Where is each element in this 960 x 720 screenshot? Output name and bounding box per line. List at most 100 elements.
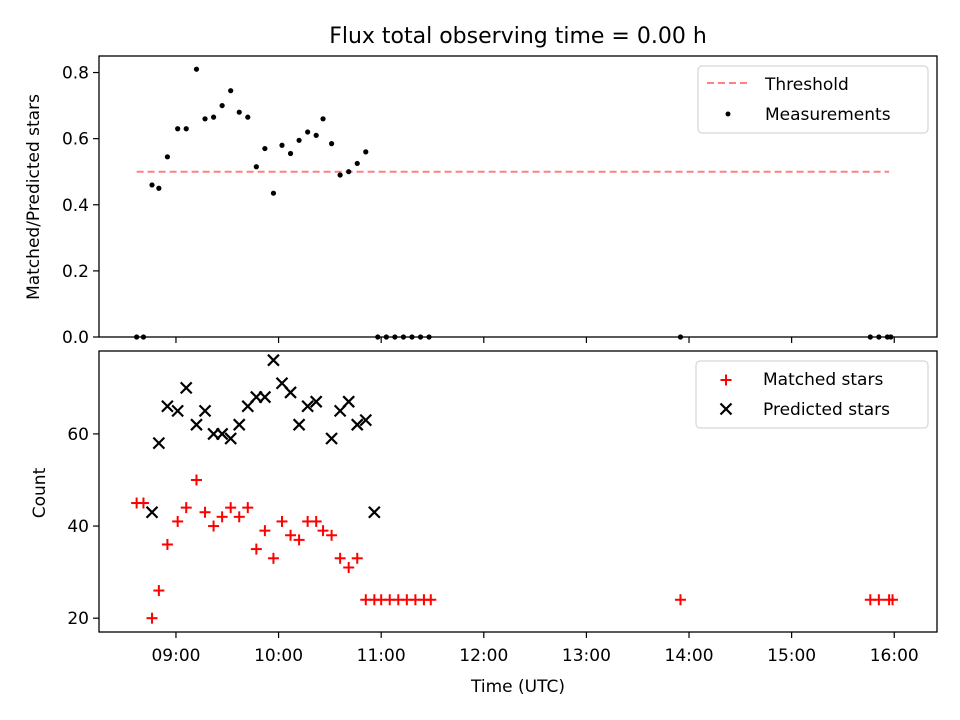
measurement-point: [210, 114, 217, 120]
measurement-point: [337, 172, 343, 178]
measurement-point: [253, 164, 259, 170]
matched-star-point: [225, 502, 237, 514]
count-points: [131, 353, 899, 624]
measurement-point: [164, 154, 171, 160]
bottom-y-tick-label: 60: [67, 425, 89, 445]
predicted-star-point: [342, 395, 355, 408]
predicted-star-point: [198, 404, 212, 418]
measurement-point: [156, 185, 162, 191]
bottom-y-tick-label: 40: [67, 517, 89, 537]
legend-matched-label: Matched stars: [763, 370, 883, 390]
matched-star-point: [199, 506, 211, 518]
matched-star-point: [674, 594, 686, 606]
measurement-point: [375, 334, 381, 340]
matched-star-point: [887, 594, 899, 606]
measurement-point: [363, 149, 369, 155]
predicted-star-point: [161, 400, 174, 413]
measurement-point: [296, 137, 302, 143]
x-axis-label: Time (UTC): [470, 677, 565, 697]
bottom-legend: Matched stars Predicted stars: [695, 360, 929, 429]
legend-measurements-label: Measurements: [765, 105, 891, 125]
top-x-axis: [175, 337, 895, 343]
predicted-star-point: [301, 400, 314, 413]
measurement-point: [876, 334, 882, 340]
measurement-point: [383, 334, 389, 340]
matched-star-point: [259, 525, 271, 537]
x-tick-label: 13:00: [562, 646, 611, 666]
bottom-y-axis-label: Count: [30, 467, 50, 518]
matched-star-point: [137, 497, 149, 509]
matched-star-point: [310, 515, 322, 527]
predicted-star-point: [258, 390, 272, 404]
legend-threshold-label: Threshold: [764, 75, 849, 95]
measurement-point: [417, 334, 424, 340]
matched-star-point: [146, 612, 158, 624]
matched-star-point: [267, 552, 279, 564]
top-y-axis: 0.0 0.2 0.4 0.6 0.8: [62, 64, 99, 348]
bottom-y-tick-label: 20: [67, 609, 89, 629]
bottom-y-axis: 20 40 60: [67, 425, 99, 629]
top-plot: 0.00.20.40.60.8 Matched/Predicted stars …: [24, 55, 938, 348]
legend-predicted-swatch: [719, 402, 733, 416]
bottom-plot: 20 40 60 09:00 10:00 11:00 12:00 13:00 14:00 15:…: [30, 350, 938, 697]
x-tick-label: 12:00: [459, 646, 508, 666]
measurement-point: [426, 334, 432, 340]
measurement-point: [183, 126, 189, 132]
top-y-tick-label: 0.8: [62, 64, 89, 84]
predicted-star-point: [284, 386, 297, 399]
measurement-point: [149, 182, 155, 188]
top-y-axis-label: Matched/Predicted stars: [24, 94, 44, 300]
measurement-points: [134, 66, 894, 340]
bottom-plot-frame: [98, 350, 938, 633]
legend-measurements-swatch: [725, 111, 731, 117]
matched-star-point: [326, 529, 338, 541]
x-tick-label: 15:00: [767, 646, 816, 666]
measurement-point: [140, 334, 147, 340]
matched-star-point: [172, 515, 184, 527]
measurement-point: [677, 334, 684, 340]
matched-star-point: [242, 502, 254, 514]
x-tick-label: 14:00: [665, 646, 714, 666]
x-tick-label: 09:00: [151, 646, 200, 666]
chart-title: Flux total observing time = 0.00 h: [329, 24, 707, 49]
top-y-tick-label: 0.0: [62, 328, 89, 348]
x-tick-label: 10:00: [254, 646, 303, 666]
matched-star-point: [343, 562, 355, 574]
measurement-point: [888, 334, 894, 340]
predicted-star-point: [325, 432, 338, 445]
predicted-star-point: [224, 432, 237, 445]
measurement-point: [354, 160, 360, 167]
legend-plus-marker: [720, 374, 732, 386]
top-plot-frame: [98, 55, 938, 338]
matched-star-point: [233, 511, 245, 523]
predicted-star-point: [309, 395, 323, 408]
bottom-legend-box: [695, 360, 929, 429]
matched-star-point: [216, 511, 228, 523]
predicted-star-point: [359, 413, 373, 427]
measurement-point: [313, 132, 319, 138]
predicted-star-point: [145, 505, 159, 519]
predicted-star-point: [350, 418, 364, 431]
matched-star-point: [334, 552, 346, 564]
measurement-point: [346, 169, 352, 175]
measurement-point: [279, 142, 285, 148]
measurement-point: [287, 150, 294, 157]
matched-star-point: [317, 525, 329, 537]
matched-star-point: [293, 534, 305, 546]
matched-star-point: [208, 520, 220, 532]
measurement-point: [175, 126, 181, 132]
matched-star-point: [351, 552, 363, 564]
top-y-tick-label: 0.2: [62, 262, 89, 282]
predicted-star-point: [232, 418, 246, 431]
matched-star-point: [285, 529, 297, 541]
predicted-star-point: [267, 353, 280, 367]
measurement-point: [392, 334, 398, 340]
predicted-star-point: [292, 418, 306, 431]
measurement-point: [320, 116, 326, 122]
measurement-point: [202, 116, 208, 122]
top-legend-box: [697, 65, 929, 134]
top-y-tick-label: 0.4: [62, 196, 89, 216]
top-y-tick-label: 0.6: [62, 130, 89, 150]
measurement-point: [193, 66, 200, 72]
measurement-point: [305, 129, 311, 135]
